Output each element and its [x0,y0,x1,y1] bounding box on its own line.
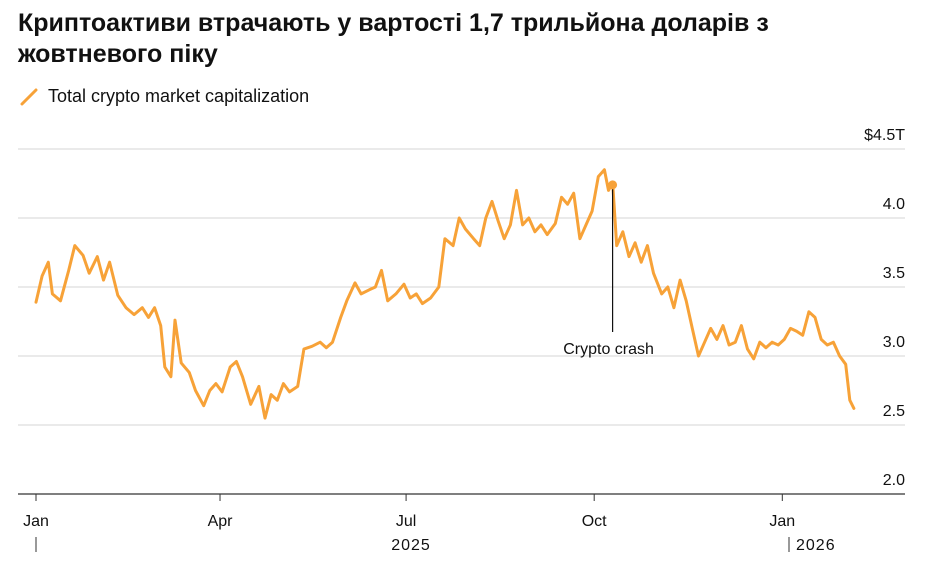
y-tick-label: 3.0 [883,334,905,351]
series-line-total-crypto-market-cap [34,168,856,420]
x-tick-label: Jul [396,513,416,530]
year-label: 2025 [391,537,431,554]
x-tick-label: Jan [23,513,49,530]
legend-label: Total crypto market capitalization [48,86,310,106]
x-tick-label: Oct [582,513,607,530]
crash-annotation: Crypto crash [563,180,654,358]
x-tick-label: Jan [769,513,795,530]
y-tick-label: 2.0 [883,472,905,489]
y-axis-ticks: 2.0 2.5 3.0 3.5 4.0 $4.5T [864,127,905,489]
x-tick-label: Apr [208,513,234,530]
y-tick-label: 3.5 [883,265,905,282]
x-axis: Jan Apr Jul Oct Jan 2025 2026 [23,494,835,554]
year-label: 2026 [796,537,836,554]
annotation-marker [608,180,618,190]
y-tick-label: 4.0 [883,196,905,213]
y-tick-label: $4.5T [864,127,905,144]
legend-line-icon [20,88,38,105]
annotation-label: Crypto crash [563,341,654,358]
legend: Total crypto market capitalization [20,86,309,107]
grid-lines [18,148,905,495]
y-tick-label: 2.5 [883,403,905,420]
chart-title: Криптоактиви втрачають у вартості 1,7 тр… [18,9,769,68]
